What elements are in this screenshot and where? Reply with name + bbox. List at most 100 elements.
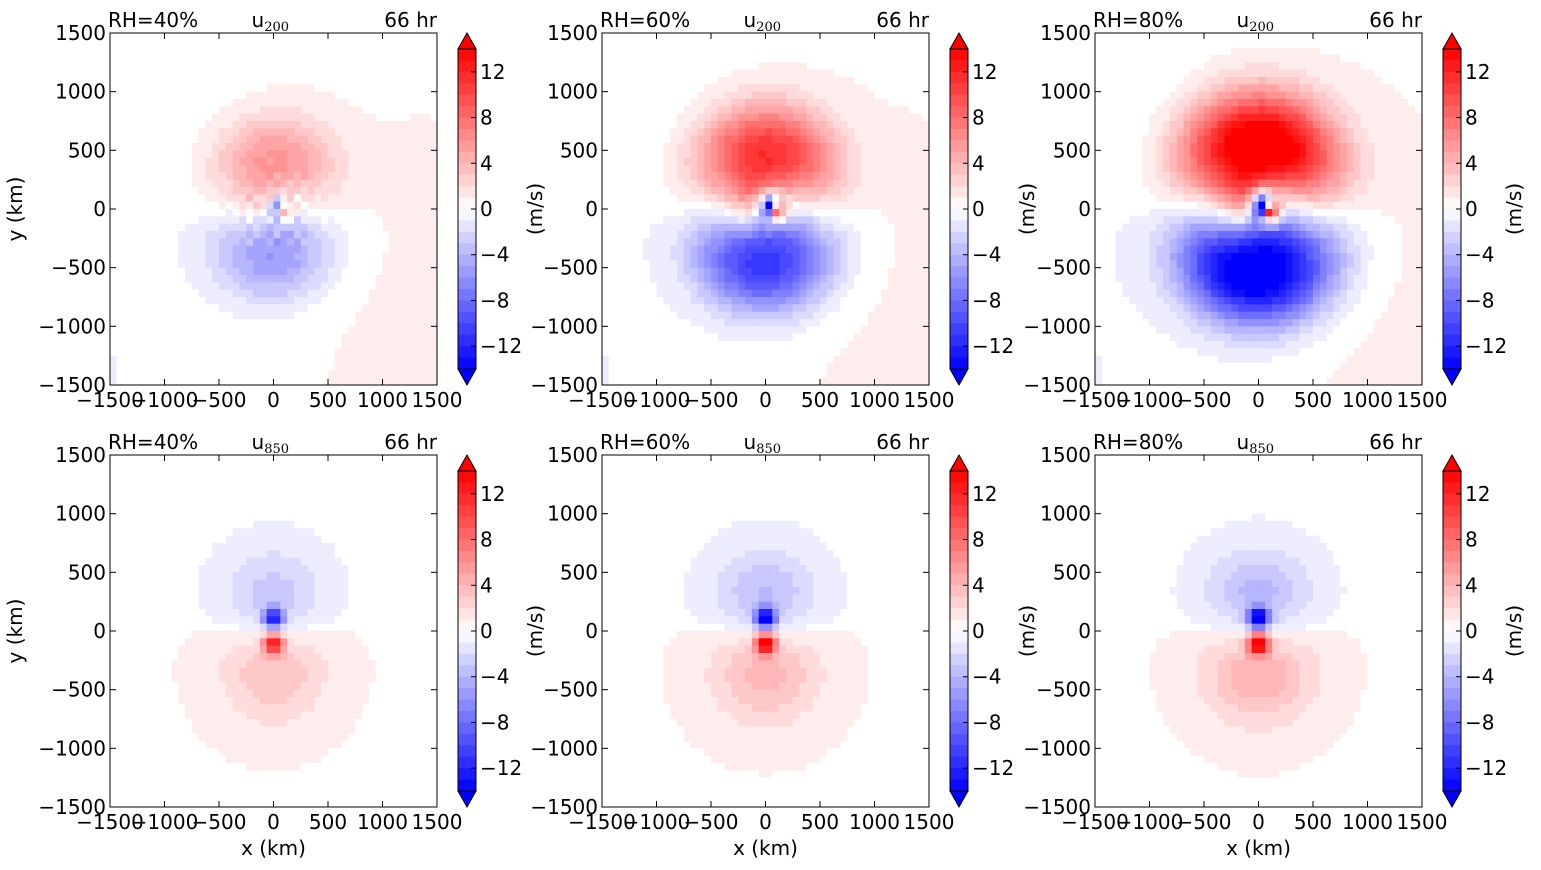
heatmap-cell: [1278, 40, 1287, 49]
heatmap-cell: [164, 172, 172, 181]
heatmap-cell: [328, 216, 336, 225]
heatmap-cell: [888, 179, 896, 188]
heatmap-cell: [239, 348, 247, 357]
heatmap-cell: [423, 143, 431, 151]
heatmap-cell: [676, 91, 685, 100]
heatmap-cell: [656, 33, 664, 41]
heatmap-cell: [1149, 47, 1157, 56]
heatmap-cell: [430, 135, 438, 144]
heatmap-cell: [164, 40, 172, 49]
heatmap-cell: [157, 113, 166, 122]
heatmap-cell: [171, 121, 179, 129]
heatmap-cell: [184, 267, 193, 276]
heatmap-cell: [368, 201, 377, 210]
heatmap-cell: [334, 311, 343, 320]
heatmap-cell: [697, 333, 705, 342]
heatmap-cell: [110, 62, 118, 71]
heatmap-cell: [191, 377, 200, 386]
heatmap-cell: [711, 216, 719, 225]
heatmap-cell: [656, 253, 664, 261]
heatmap-cell: [409, 348, 418, 357]
heatmap-cell: [212, 289, 220, 298]
heatmap-cell: [334, 91, 343, 100]
heatmap-cell: [157, 377, 166, 386]
heatmap-cell: [697, 201, 705, 210]
heatmap-cell: [670, 172, 678, 181]
heatmap-cell: [341, 143, 350, 151]
heatmap-cell: [894, 77, 903, 85]
heatmap-cell: [328, 341, 336, 349]
heatmap-cell: [253, 326, 261, 335]
heatmap-cell: [867, 47, 876, 56]
heatmap-cell: [219, 187, 227, 195]
heatmap-cell: [792, 150, 801, 159]
heatmap-cell: [867, 33, 876, 41]
heatmap-cell: [854, 69, 862, 78]
heatmap-cell: [704, 33, 712, 41]
heatmap-cell: [430, 91, 438, 100]
heatmap-cell: [150, 69, 159, 78]
heatmap-cell: [198, 172, 206, 181]
heatmap-cell: [123, 377, 132, 386]
heatmap-cell: [307, 311, 315, 320]
heatmap-cell: [1272, 47, 1280, 56]
heatmap-cell: [307, 113, 315, 122]
heatmap-cell: [259, 311, 268, 320]
heatmap-cell: [368, 62, 377, 71]
heatmap-cell: [738, 377, 746, 386]
heatmap-cell: [820, 289, 828, 298]
heatmap-cell: [881, 179, 889, 188]
heatmap-cell: [765, 238, 773, 247]
heatmap-cell: [745, 128, 753, 137]
heatmap-cell: [894, 172, 903, 181]
heatmap-cell: [711, 135, 719, 144]
heatmap-cell: [416, 231, 424, 239]
heatmap-cell: [799, 47, 807, 56]
heatmap-cell: [779, 187, 787, 195]
heatmap-cell: [110, 157, 118, 166]
heatmap-cell: [1101, 47, 1110, 56]
colorbar-band: [458, 49, 476, 61]
heatmap-cell: [915, 341, 923, 349]
heatmap-cell: [321, 121, 329, 129]
heatmap-cell: [164, 275, 172, 283]
heatmap-cell: [259, 113, 268, 122]
heatmap-cell: [198, 311, 206, 320]
heatmap-cell: [375, 165, 384, 173]
heatmap-cell: [813, 297, 821, 305]
heatmap-cell: [656, 201, 664, 210]
heatmap-cell: [116, 143, 125, 151]
heatmap-cell: [636, 282, 644, 291]
heatmap-cell: [922, 253, 930, 261]
heatmap-cell: [389, 157, 397, 166]
heatmap-cell: [130, 282, 138, 291]
heatmap-cell: [389, 297, 397, 305]
title-variable: u: [252, 8, 265, 32]
heatmap-cell: [355, 355, 363, 364]
heatmap-cell: [785, 275, 794, 283]
heatmap-cell: [423, 253, 431, 261]
heatmap-cell: [806, 77, 814, 85]
heatmap-cell: [225, 231, 234, 239]
heatmap-cell: [901, 106, 910, 115]
heatmap-cell: [171, 363, 179, 371]
heatmap-cell: [847, 84, 855, 93]
heatmap-cell: [1353, 55, 1362, 63]
heatmap-cell: [178, 47, 186, 56]
heatmap-cell: [717, 304, 726, 313]
heatmap-cell: [826, 143, 835, 151]
heatmap-cell: [225, 333, 234, 342]
heatmap-cell: [328, 355, 336, 364]
heatmap-cell: [191, 33, 200, 41]
heatmap-cell: [416, 143, 424, 151]
heatmap-cell: [833, 231, 842, 239]
heatmap-cell: [205, 267, 213, 276]
heatmap-cell: [649, 165, 658, 173]
heatmap-cell: [116, 55, 125, 63]
heatmap-cell: [164, 135, 172, 144]
heatmap-cell: [745, 304, 753, 313]
heatmap-cell: [602, 333, 610, 342]
heatmap-cell: [171, 201, 179, 210]
heatmap-cell: [656, 216, 664, 225]
